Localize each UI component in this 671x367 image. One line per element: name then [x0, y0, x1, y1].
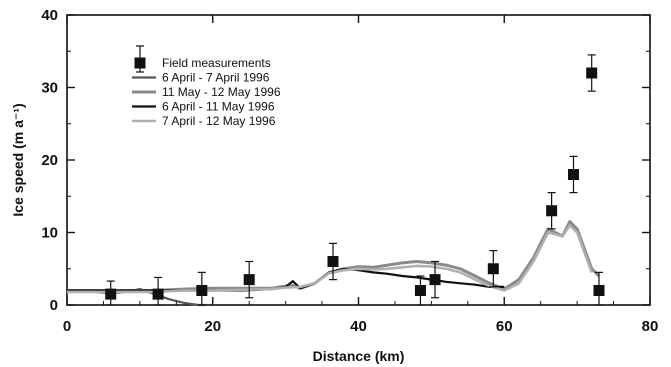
y-axis-title: Ice speed (m a⁻¹): [10, 103, 26, 216]
legend-label: Field measurements: [162, 56, 271, 70]
y-tick-label: 40: [41, 7, 58, 24]
legend-item-field-measurements: Field measurements: [134, 45, 271, 73]
y-tick-label: 10: [41, 225, 58, 242]
y-tick-label: 0: [50, 297, 58, 314]
field-measurement-point: [567, 155, 579, 194]
field-measurement-point: [243, 260, 255, 299]
legend-label: 6 April - 7 April 1996: [162, 71, 270, 85]
field-measurement-point: [546, 192, 558, 230]
legend-item-series-4: 7 April - 12 May 1996: [132, 114, 276, 128]
field-measurement-point: [152, 276, 164, 306]
y-tick-label: 20: [41, 152, 58, 169]
field-measurement-point: [429, 260, 441, 299]
field-measurement-point: [414, 275, 426, 306]
x-tick-label: 80: [642, 318, 659, 335]
field-measurement-point: [196, 271, 208, 306]
x-tick-label: 60: [496, 318, 513, 335]
plot-frame: [66, 14, 651, 306]
legend-item-series-1: 6 April - 7 April 1996: [132, 71, 270, 85]
field-measurement-point: [105, 280, 117, 306]
x-axis-title: Distance (km): [313, 348, 405, 364]
x-tick-label: 0: [63, 318, 71, 335]
series-layer: [67, 220, 601, 307]
field-measurement-point: [586, 54, 598, 92]
field-measurement-point: [327, 242, 339, 281]
y-tick-label: 30: [41, 80, 58, 97]
ticks-layer: 0 20 40 60 80 0 10 20 30 40: [41, 7, 658, 335]
field-measurement-point: [487, 250, 499, 288]
series-line-4: [67, 224, 593, 294]
field-measurement-layer: [105, 54, 605, 306]
x-tick-label: 40: [350, 318, 367, 335]
legend-label: 6 April - 11 May 1996: [162, 100, 275, 114]
x-tick-label: 20: [204, 318, 221, 335]
legend-label: 7 April - 12 May 1996: [162, 114, 276, 128]
field-measurement-point: [593, 271, 605, 306]
legend-item-series-2: 11 May - 12 May 1996: [132, 85, 281, 99]
series-line-2: [67, 220, 601, 292]
legend-label: 11 May - 12 May 1996: [162, 85, 281, 99]
legend-item-series-3: 6 April - 11 May 1996: [132, 100, 275, 114]
